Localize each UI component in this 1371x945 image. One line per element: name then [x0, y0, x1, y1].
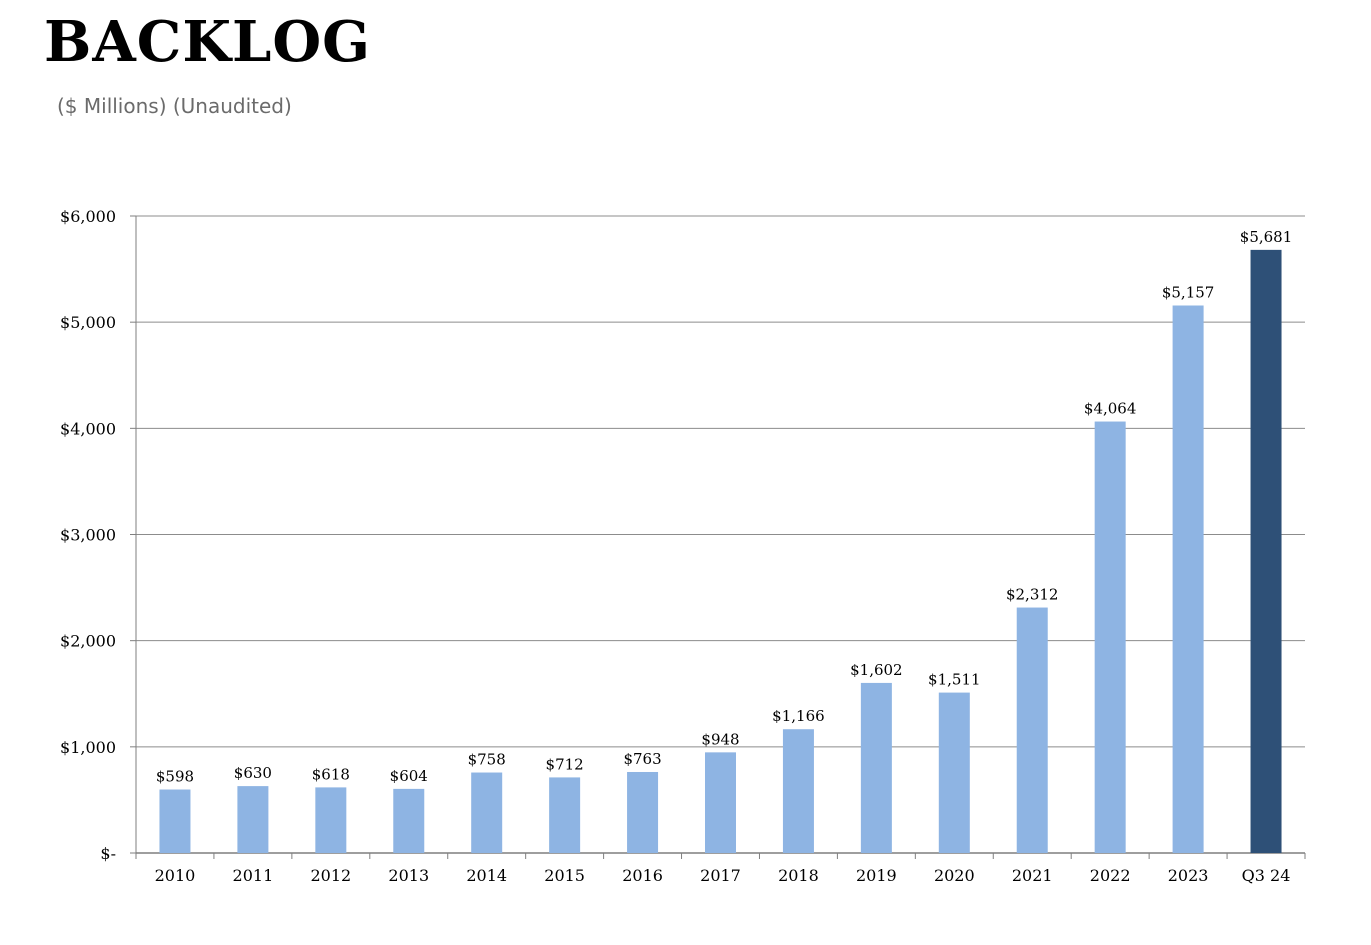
y-tick-label: $6,000: [60, 207, 116, 226]
bar-2013: [393, 788, 425, 853]
x-tick-label: 2014: [466, 866, 507, 885]
x-tick-label: 2010: [155, 866, 196, 885]
x-tick-label: 2019: [856, 866, 897, 885]
x-tick-label: 2021: [1012, 866, 1053, 885]
y-tick-label: $1,000: [60, 738, 116, 757]
data-label: $1,166: [772, 707, 825, 725]
bar-2010: [159, 789, 191, 853]
bar-2016: [627, 771, 659, 853]
data-label: $598: [156, 768, 194, 786]
page-title: BACKLOG: [44, 9, 372, 75]
bar-2015: [549, 777, 581, 853]
x-tick-label: 2012: [310, 866, 351, 885]
data-label: $948: [701, 730, 739, 748]
page-subtitle: ($ Millions) (Unaudited): [57, 94, 292, 118]
x-tick-label: Q3 24: [1242, 866, 1291, 885]
data-label: $1,602: [850, 661, 903, 679]
data-label: $1,511: [928, 671, 981, 689]
y-tick-label: $5,000: [60, 313, 116, 332]
bar-q3-24: [1250, 249, 1282, 853]
data-label: $5,681: [1240, 228, 1293, 246]
bar-2018: [782, 729, 814, 853]
bar-2019: [860, 682, 892, 853]
x-tick-label: 2017: [700, 866, 741, 885]
x-tick-label: 2018: [778, 866, 819, 885]
data-label: $758: [468, 751, 506, 769]
y-tick-label: $2,000: [60, 632, 116, 651]
y-tick-label: $-: [100, 844, 116, 863]
bar-2014: [471, 772, 503, 853]
data-label: $630: [234, 764, 272, 782]
data-label: $763: [623, 750, 661, 768]
y-tick-label: $3,000: [60, 526, 116, 545]
x-tick-label: 2013: [388, 866, 429, 885]
bar-2021: [1016, 607, 1048, 853]
x-tick-label: 2015: [544, 866, 585, 885]
data-label: $604: [390, 767, 428, 785]
x-tick-label: 2020: [934, 866, 975, 885]
bar-2023: [1172, 305, 1204, 853]
bar-2012: [315, 787, 347, 853]
bar-2022: [1094, 421, 1126, 853]
x-tick-label: 2023: [1168, 866, 1209, 885]
bar-2020: [938, 692, 970, 853]
data-label: $4,064: [1084, 400, 1137, 418]
bar-2011: [237, 786, 269, 853]
data-label: $5,157: [1162, 283, 1215, 301]
y-tick-label: $4,000: [60, 419, 116, 438]
data-label: $618: [312, 765, 350, 783]
x-tick-label: 2022: [1090, 866, 1131, 885]
data-label: $712: [546, 755, 584, 773]
bar-2017: [705, 752, 736, 853]
x-tick-label: 2016: [622, 866, 663, 885]
data-label: $2,312: [1006, 586, 1059, 604]
x-tick-label: 2011: [233, 866, 274, 885]
